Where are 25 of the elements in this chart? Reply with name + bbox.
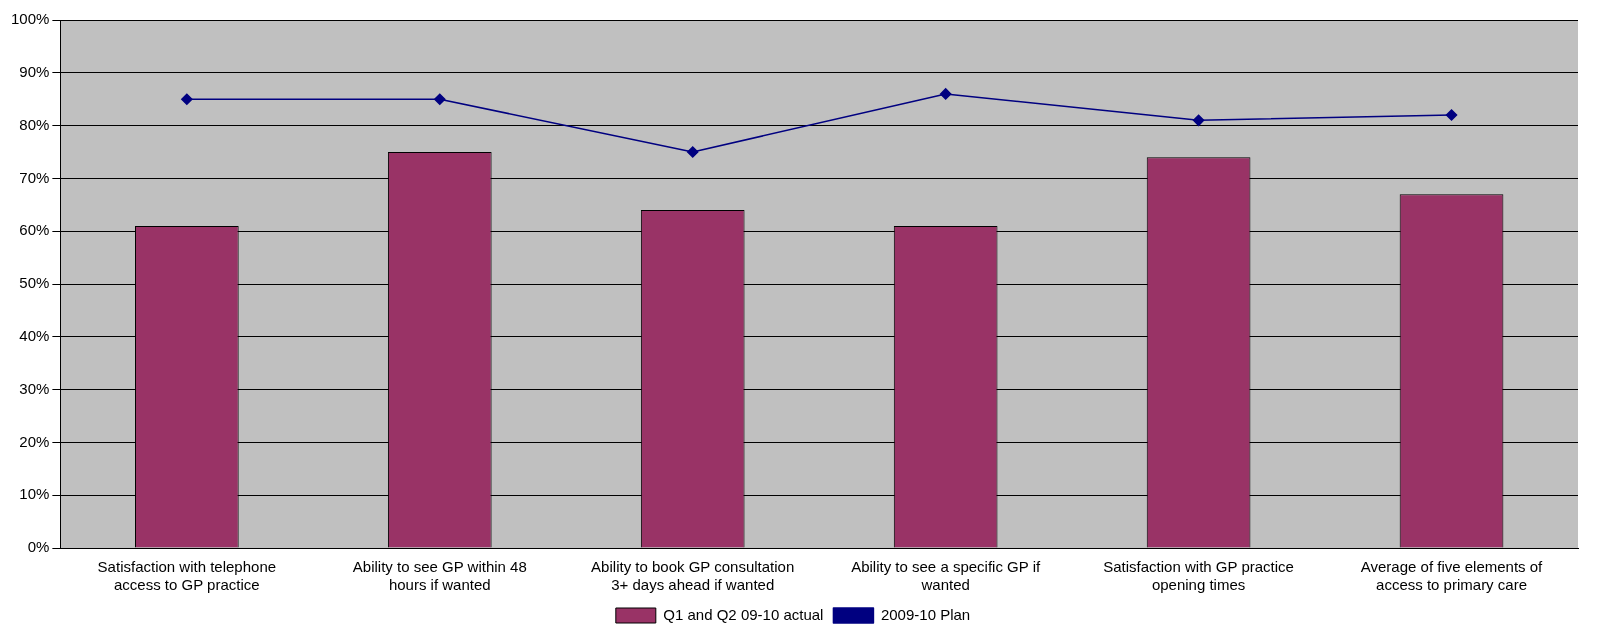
x-tick-label: Average of five elements of access to primary care [1360,558,1544,594]
legend-label: 2009-10 Plan [880,605,971,623]
y-tick-label: 0% [27,538,50,556]
legend-label: Q1 and Q2 09-10 actual [663,605,824,623]
point [1192,114,1205,127]
y-tick-label: 20% [19,432,50,450]
y-tick-label: 90% [19,62,50,80]
y-tick-label: 70% [19,168,50,186]
x-tick-label: Ability to see a specific GP if wanted [851,558,1041,594]
x-tick-label: Satisfaction with telephone access to GP practice [97,558,277,594]
y-tick-label: 60% [19,221,50,239]
point [181,93,193,105]
y-tick-label: 100% [10,10,50,28]
point [939,88,952,100]
point [434,93,446,105]
point [686,146,699,158]
y-tick-label: 10% [19,485,50,503]
x-tick-label: Ability to book GP consultation 3+ days ahead if wanted [591,558,795,594]
y-tick-label: 50% [19,274,50,292]
y-tick-label: 30% [19,379,50,397]
y-tick-label: 40% [19,326,50,344]
x-tick-label: Satisfaction with GP practice opening times [1103,558,1294,594]
y-tick-label: 80% [19,115,50,133]
x-tick-label: Ability to see GP within 48 hours if wanted [352,558,527,594]
point [1445,109,1458,121]
